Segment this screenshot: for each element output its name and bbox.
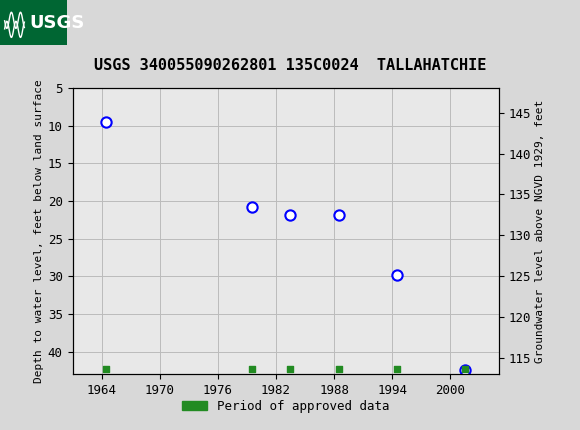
Point bbox=[286, 366, 295, 372]
Point bbox=[334, 366, 343, 372]
FancyBboxPatch shape bbox=[0, 0, 67, 45]
Point bbox=[247, 366, 256, 372]
Point bbox=[247, 203, 256, 210]
Y-axis label: Groundwater level above NGVD 1929, feet: Groundwater level above NGVD 1929, feet bbox=[535, 99, 545, 363]
Point bbox=[393, 271, 402, 278]
Y-axis label: Depth to water level, feet below land surface: Depth to water level, feet below land su… bbox=[34, 79, 44, 383]
Point bbox=[102, 366, 111, 372]
Point bbox=[461, 367, 470, 374]
Text: USGS: USGS bbox=[29, 14, 84, 31]
Point bbox=[286, 211, 295, 218]
Point bbox=[393, 366, 402, 372]
Point bbox=[334, 211, 343, 218]
Point bbox=[461, 366, 470, 372]
Legend: Period of approved data: Period of approved data bbox=[177, 395, 394, 418]
Text: USGS 340055090262801 135C0024  TALLAHATCHIE: USGS 340055090262801 135C0024 TALLAHATCH… bbox=[94, 58, 486, 73]
Point bbox=[102, 119, 111, 126]
